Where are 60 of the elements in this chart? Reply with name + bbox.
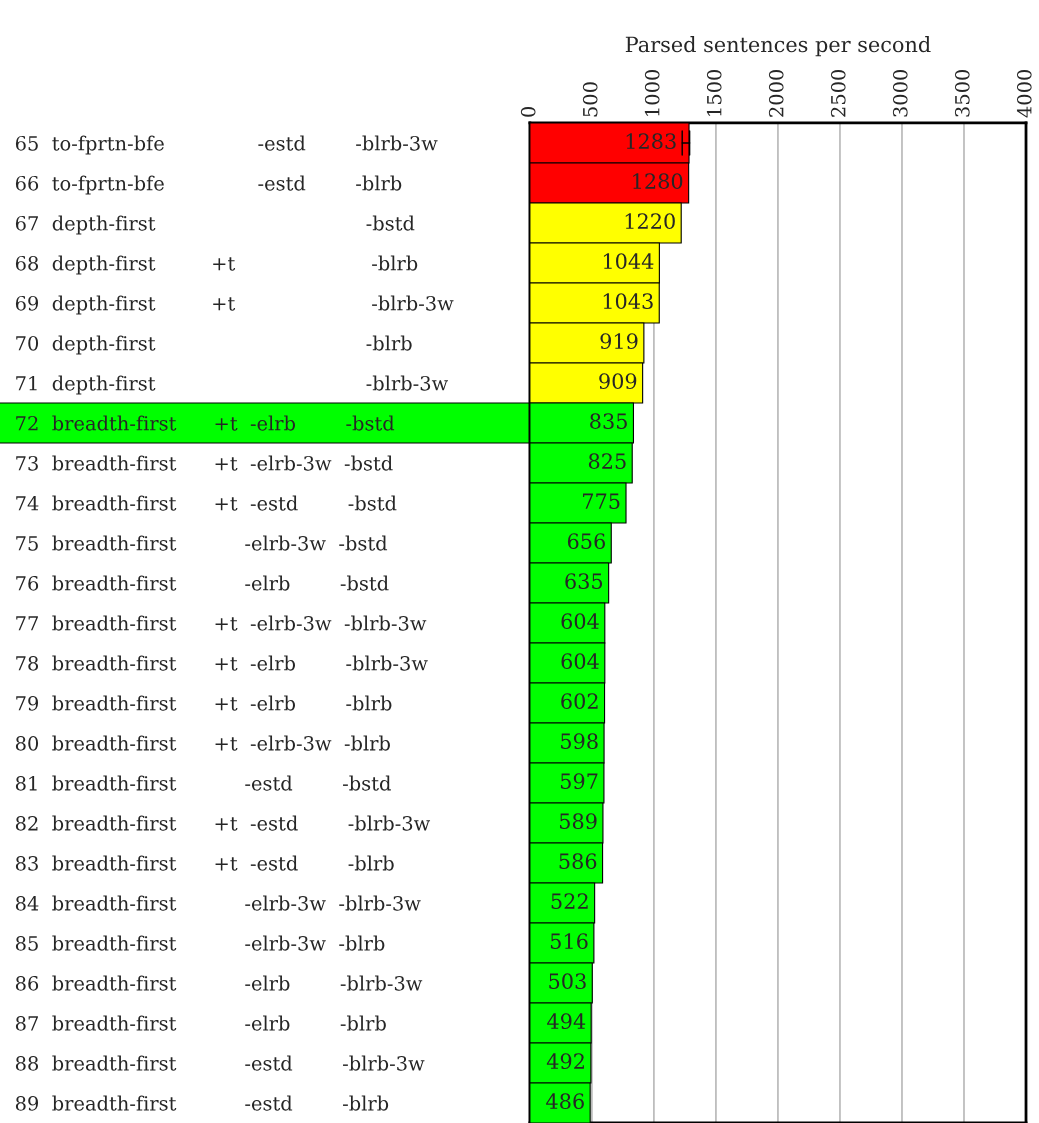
x-tick-label: 500	[582, 82, 598, 117]
y-tick-label: 77 breadth-first +t -elrb-3w -blrb-3w	[16, 615, 427, 631]
x-tick-label: 0	[520, 107, 536, 117]
x-tick-label: 1500	[706, 69, 722, 116]
data-label: 1044	[603, 253, 654, 270]
y-tick-label: 66 to-fprtn-bfe -estd -blrb	[15, 175, 402, 195]
data-label: 775	[583, 493, 620, 510]
data-label: 635	[565, 573, 603, 590]
y-tick-label: 68 depth-first +t -blrb	[15, 255, 418, 275]
y-tick-label: 76 breadth-first -elrb -bstd	[16, 575, 389, 591]
y-tick-label: 69 depth-first +t -blrb-3w	[15, 295, 454, 315]
y-tick-label: 81 breadth-first -estd -bstd	[15, 775, 391, 791]
data-label: 919	[600, 333, 638, 350]
data-label: 909	[599, 373, 637, 390]
y-tick-label: 67 depth-first -bstd	[15, 215, 415, 235]
y-tick-label: 71 depth-first -blrb-3w	[16, 375, 448, 395]
x-tick-label: 1000	[644, 69, 660, 116]
y-tick-label: 89 breadth-first -estd -blrb	[15, 1095, 389, 1111]
x-tick-label: 3000	[892, 69, 908, 117]
x-axis-title: Parsed sentences per second	[625, 36, 931, 57]
y-tick-label: 65 to-fprtn-bfe -estd -blrb-3w	[15, 135, 438, 155]
y-tick-label: 72 breadth-first +t -elrb -bstd	[16, 415, 395, 431]
data-label: 503	[549, 973, 586, 990]
data-label: 1280	[633, 173, 683, 190]
y-tick-label: 75 breadth-first -elrb-3w -bstd	[16, 535, 388, 551]
y-tick-label: 84 breadth-first -elrb-3w -blrb-3w	[15, 895, 421, 911]
y-tick-label: 83 breadth-first +t -estd -blrb	[15, 855, 394, 871]
data-label: 825	[588, 453, 626, 470]
data-label: 1220	[625, 213, 675, 230]
data-label: 516	[550, 933, 588, 950]
y-tick-label: 79 breadth-first +t -elrb -blrb	[16, 695, 392, 711]
data-label: 1043	[603, 293, 653, 310]
y-tick-label: 87 breadth-first -elrb -blrb	[15, 1015, 386, 1031]
data-label: 835	[590, 413, 627, 430]
y-tick-label: 80 breadth-first +t -elrb-3w -blrb	[15, 735, 390, 751]
data-label: 602	[561, 693, 598, 710]
data-label: 586	[559, 853, 597, 870]
y-tick-label: 74 breadth-first +t -estd -bstd	[16, 495, 397, 511]
data-label: 604	[561, 653, 599, 670]
y-tick-label: 82 breadth-first +t -estd -blrb-3w	[15, 815, 431, 831]
data-label: 598	[561, 733, 598, 750]
data-label: 492	[546, 1053, 584, 1070]
x-tick-label: 2500	[830, 69, 846, 117]
y-tick-label: 70 depth-first -blrb	[16, 335, 412, 355]
y-tick-label: 73 breadth-first +t -elrb-3w -bstd	[16, 455, 393, 471]
x-tick-label: 3500	[954, 69, 970, 117]
data-label: 597	[560, 773, 598, 790]
data-label: 656	[567, 533, 605, 550]
data-label: 589	[559, 813, 597, 830]
y-tick-label: 86 breadth-first -elrb -blrb-3w	[15, 975, 423, 991]
data-label: 486	[546, 1093, 584, 1110]
y-tick-label: 78 breadth-first +t -elrb -blrb-3w	[16, 655, 428, 671]
data-label: 604	[561, 613, 599, 630]
x-tick-label: 4000	[1016, 69, 1032, 118]
x-tick-label: 2000	[768, 69, 784, 117]
y-tick-label: 85 breadth-first -elrb-3w -blrb	[15, 935, 385, 951]
data-label: 1283	[626, 133, 676, 150]
y-tick-label: 88 breadth-first -estd -blrb-3w	[15, 1055, 425, 1071]
data-label: 494	[547, 1013, 586, 1030]
data-label: 522	[551, 893, 588, 910]
